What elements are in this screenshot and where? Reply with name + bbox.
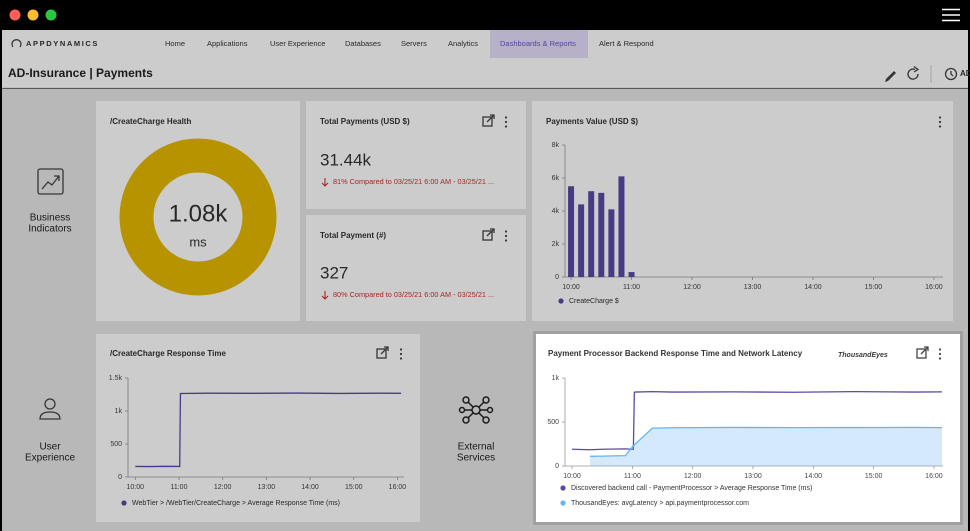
y-tick-label: 1k [552, 375, 560, 382]
x-tick-label: 14:00 [805, 473, 823, 480]
legend-label: Discovered backend call - PaymentProcess… [571, 485, 812, 492]
partner-logo: ThousandEyes [838, 352, 888, 359]
minimize-button[interactable] [28, 10, 39, 21]
close-button[interactable] [10, 10, 21, 21]
x-tick-label: 11:00 [624, 473, 641, 480]
more-button[interactable] [939, 348, 941, 359]
x-tick-label: 13:00 [744, 473, 762, 480]
legend-label: ThousandEyes: avgLatency > api.paymentpr… [571, 500, 749, 507]
x-tick-label: 15:00 [865, 473, 883, 480]
x-tick-label: 16:00 [925, 473, 943, 480]
x-tick-label: 12:00 [684, 473, 702, 480]
x-tick-label: 10:00 [563, 473, 581, 480]
widget-title: Payment Processor Backend Response Time … [548, 349, 803, 358]
maximize-button[interactable] [46, 10, 57, 21]
legend-swatch [560, 485, 565, 490]
legend-swatch [560, 500, 565, 505]
highlighted-widget: Payment Processor Backend Response Time … [533, 331, 963, 525]
y-tick-label: 500 [547, 419, 559, 426]
y-tick-label: 0 [555, 463, 559, 470]
